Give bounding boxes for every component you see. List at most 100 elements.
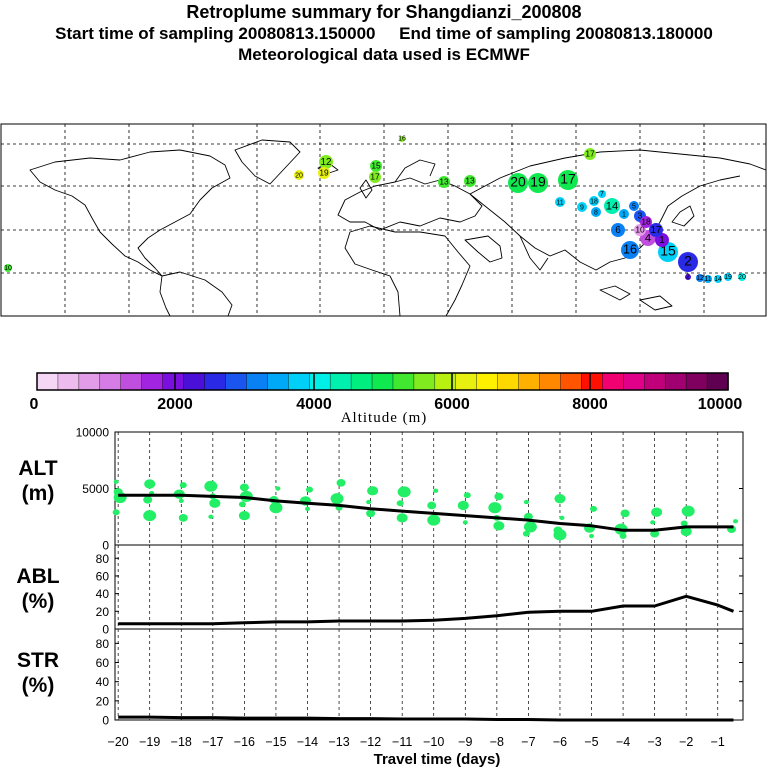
altitude-cluster-point	[238, 501, 246, 508]
x-tick-label: −13	[328, 735, 349, 749]
x-tick-label: −18	[171, 735, 192, 749]
x-tick-label: −9	[458, 735, 472, 749]
x-tick-label: −10	[423, 735, 444, 749]
panel-frame	[114, 628, 744, 721]
altitude-cluster-point	[179, 482, 187, 489]
y-tick-label: 80	[96, 637, 110, 651]
x-axis-label: Travel time (days)	[374, 751, 501, 768]
panel-frame	[114, 544, 744, 630]
y-tick-label: 10000	[76, 426, 110, 440]
x-tick-label: −15	[265, 735, 286, 749]
altitude-cluster-point	[522, 530, 530, 537]
altitude-cluster-point	[366, 499, 372, 505]
altitude-cluster-point	[681, 505, 695, 517]
altitude-cluster-point	[367, 486, 379, 496]
colorbar-tick-label: 2000	[157, 396, 193, 413]
colorbar-tick-label: 8000	[572, 396, 608, 413]
altitude-cluster-point	[680, 526, 692, 537]
altitude-cluster-point	[427, 514, 441, 526]
alt-panel-label: ALT (m)	[18, 457, 58, 505]
altitude-cluster-point	[178, 514, 188, 522]
altitude-cluster-point	[554, 493, 566, 504]
x-tick-label: −6	[553, 735, 567, 749]
colorbar-tick-label: 0	[29, 396, 39, 413]
fraction-in-stratosphere-line	[118, 715, 734, 722]
x-tick-label: −1	[711, 735, 725, 749]
y-tick-label: 0	[102, 714, 109, 728]
y-tick-label: 60	[96, 656, 110, 670]
altitude-cluster-point	[494, 492, 504, 501]
y-tick-label: 20	[96, 694, 110, 708]
y-tick-label: 0	[102, 539, 109, 553]
x-tick-label: −7	[521, 735, 535, 749]
y-tick-label: 40	[96, 587, 110, 601]
altitude-cluster-point	[463, 492, 471, 499]
altitude-cluster-point	[523, 499, 529, 505]
altitude-cluster-point	[238, 510, 250, 521]
colorbar-tick-label: 6000	[434, 396, 470, 413]
fraction-in-ABL-line	[118, 594, 735, 626]
altitude-cluster-point	[462, 520, 468, 525]
x-tick-label: −20	[108, 735, 129, 749]
x-tick-label: −17	[202, 735, 223, 749]
altitude-cluster-point	[178, 498, 184, 504]
colorbar-title: Altitude (m)	[340, 410, 428, 426]
altitude-cluster-point	[112, 509, 120, 516]
x-tick-label: −16	[234, 735, 255, 749]
y-tick-label: 40	[96, 675, 110, 689]
altitude-cluster-point	[275, 486, 281, 491]
x-tick-label: −14	[297, 735, 318, 749]
alt-panel: 0 5000 10000	[76, 426, 744, 553]
altitude-cluster-point	[306, 486, 314, 493]
x-tick-label: −4	[616, 735, 630, 749]
altitude-cluster-point	[493, 521, 505, 531]
altitude-cluster-point	[144, 479, 156, 489]
altitude-cluster-point	[397, 486, 411, 498]
x-tick-label: −8	[490, 735, 504, 749]
abl-panel-label: ABL (%)	[16, 565, 60, 613]
altitude-cluster-point	[209, 498, 221, 508]
chart-title: Retroplume summary for Shangdianzi_20080…	[186, 2, 582, 22]
x-tick-label: −2	[679, 735, 693, 749]
altitude-cluster-point	[733, 519, 739, 524]
altitude-cluster-point	[590, 505, 598, 512]
meteo-data-subtitle: Meteorological data used is ECMWF	[238, 45, 530, 64]
altitude-cluster-point	[396, 500, 404, 507]
x-tick-label: −12	[360, 735, 381, 749]
abl-panel: 0 20 40 60 80	[96, 544, 744, 637]
altitude-cluster-point	[559, 515, 565, 521]
altitude-cluster-point	[553, 529, 567, 541]
altitude-cluster-point	[457, 500, 469, 511]
altitude-cluster-point	[330, 493, 344, 505]
altitude-cluster-point	[433, 488, 439, 493]
sampling-time-subtitle: Start time of sampling 20080813.150000 E…	[55, 24, 713, 43]
str-panel: 0 20 40 60 80	[96, 628, 744, 728]
y-tick-label: 80	[96, 552, 110, 566]
altitude-cluster-point	[143, 510, 157, 522]
x-tick-label: −5	[584, 735, 598, 749]
altitude-cluster-point	[427, 501, 437, 510]
altitude-cluster-point	[305, 506, 311, 511]
altitude-cluster-point	[396, 513, 408, 523]
y-tick-label: 60	[96, 569, 110, 583]
altitude-cluster-point	[488, 502, 502, 514]
x-axis: −20 −19 −18 −17 −16 −15 −14 −13 −12 −11 −10 −9 −8 −7 −…	[108, 735, 725, 768]
altitude-cluster-point	[589, 533, 595, 539]
altitude-cluster-point	[619, 532, 627, 539]
colorbar-tick-label: 10000	[697, 396, 743, 413]
altitude-cluster-point	[204, 480, 218, 492]
altitude-cluster-point	[239, 483, 249, 492]
altitude-cluster-point	[620, 509, 630, 518]
altitude-cluster-point	[651, 507, 663, 517]
x-tick-label: −11	[392, 735, 412, 749]
altitude-cluster-point	[680, 520, 688, 527]
median-altitude-line	[118, 493, 734, 532]
altitude-cluster-point	[208, 514, 214, 519]
altitude-cluster-point	[336, 479, 346, 487]
altitude-cluster-point	[523, 521, 537, 533]
altitude-cluster-point	[143, 495, 153, 504]
altitude-cluster-point	[650, 520, 656, 525]
altitude-cluster-point	[269, 502, 283, 514]
x-tick-label: −3	[648, 735, 662, 749]
